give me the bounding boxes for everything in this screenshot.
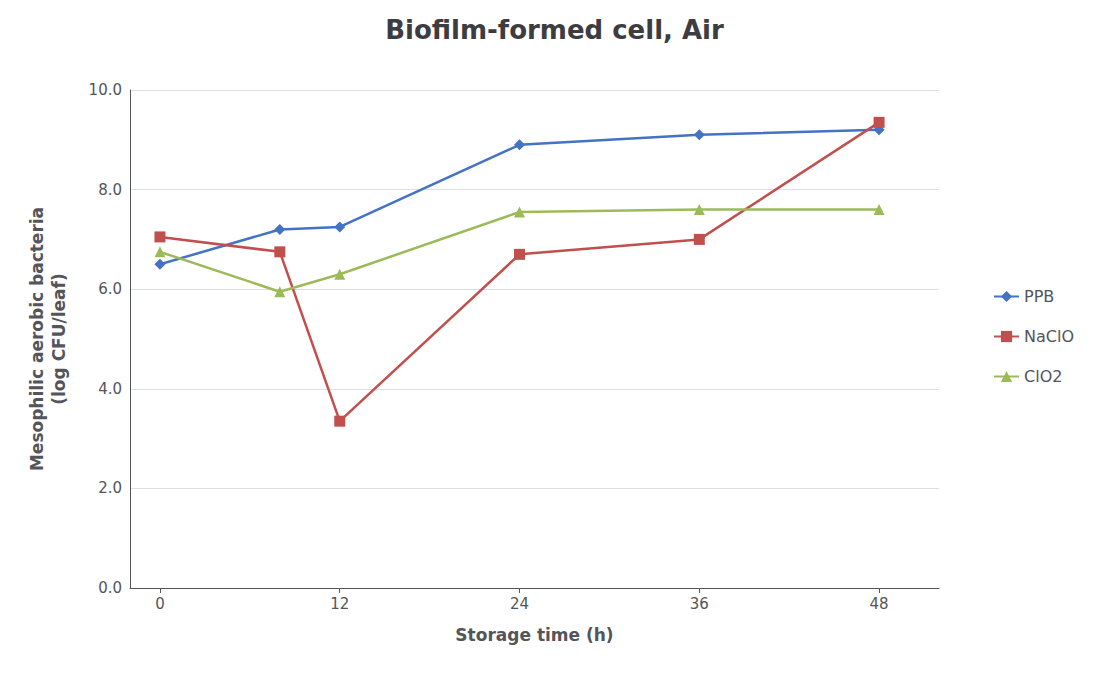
svg-text:PPB: PPB: [1024, 287, 1054, 306]
svg-text:2.0: 2.0: [98, 479, 122, 497]
svg-text:48: 48: [870, 595, 889, 613]
svg-text:0.0: 0.0: [98, 579, 122, 597]
svg-text:24: 24: [510, 595, 529, 613]
svg-text:ClO2: ClO2: [1024, 367, 1062, 386]
svg-text:Biofilm-formed cell, Air: Biofilm-formed cell, Air: [385, 15, 724, 45]
svg-text:Storage time (h): Storage time (h): [455, 625, 613, 645]
svg-text:NaClO: NaClO: [1024, 327, 1074, 346]
svg-text:4.0: 4.0: [98, 380, 122, 398]
svg-text:36: 36: [690, 595, 709, 613]
svg-text:0: 0: [155, 595, 165, 613]
svg-text:12: 12: [330, 595, 349, 613]
svg-text:(log CFU/leaf): (log CFU/leaf): [49, 273, 69, 404]
svg-text:6.0: 6.0: [98, 280, 122, 298]
svg-text:10.0: 10.0: [89, 81, 122, 99]
svg-text:8.0: 8.0: [98, 181, 122, 199]
svg-text:Mesophilic aerobic bacteria: Mesophilic aerobic bacteria: [27, 207, 47, 471]
